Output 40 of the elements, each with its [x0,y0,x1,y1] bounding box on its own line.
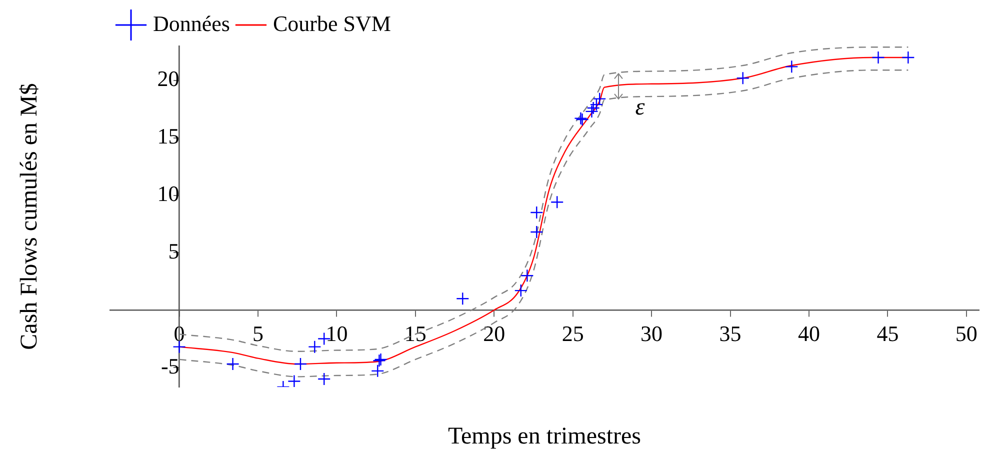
point [585,104,598,118]
x-tick-label: 25 [562,321,584,346]
y-tick-label: 15 [157,124,180,149]
point [902,50,915,64]
x-tick-label: 35 [719,321,742,346]
x-tick-label: 45 [876,321,899,346]
point [530,206,544,220]
point [456,292,470,306]
point [530,225,544,239]
x-tick-label: 40 [798,321,820,346]
y-tick-label: -5 [160,353,180,378]
x-tick-label: 20 [483,321,506,346]
legend-label: Courbe SVM [272,10,391,36]
x-tick-label: 30 [640,321,663,346]
point [308,340,322,354]
legend-label: Données [153,10,230,36]
point [586,101,600,115]
point [294,357,308,371]
point [226,357,240,371]
x-tick-label: 50 [955,321,978,346]
point [371,364,384,378]
y-tick-label: 20 [157,66,180,92]
x-axis-title: Temps en trimestres [448,423,641,450]
y-tick-label: 5 [168,238,180,264]
point [736,72,750,85]
point [785,60,798,74]
x-tick-label: 10 [326,321,348,346]
y-tick-label: 10 [157,181,180,206]
point [590,98,604,112]
x-tick-label: 5 [252,321,264,346]
point [593,92,606,106]
point [318,372,331,386]
point [550,196,564,209]
annotation: ε [635,94,646,121]
point [520,269,534,282]
point [288,374,301,387]
point [514,284,528,298]
x-tick-label: 15 [404,321,426,346]
point [872,50,885,64]
y-axis-title: Cash Flows cumulés en M$ [16,83,42,350]
